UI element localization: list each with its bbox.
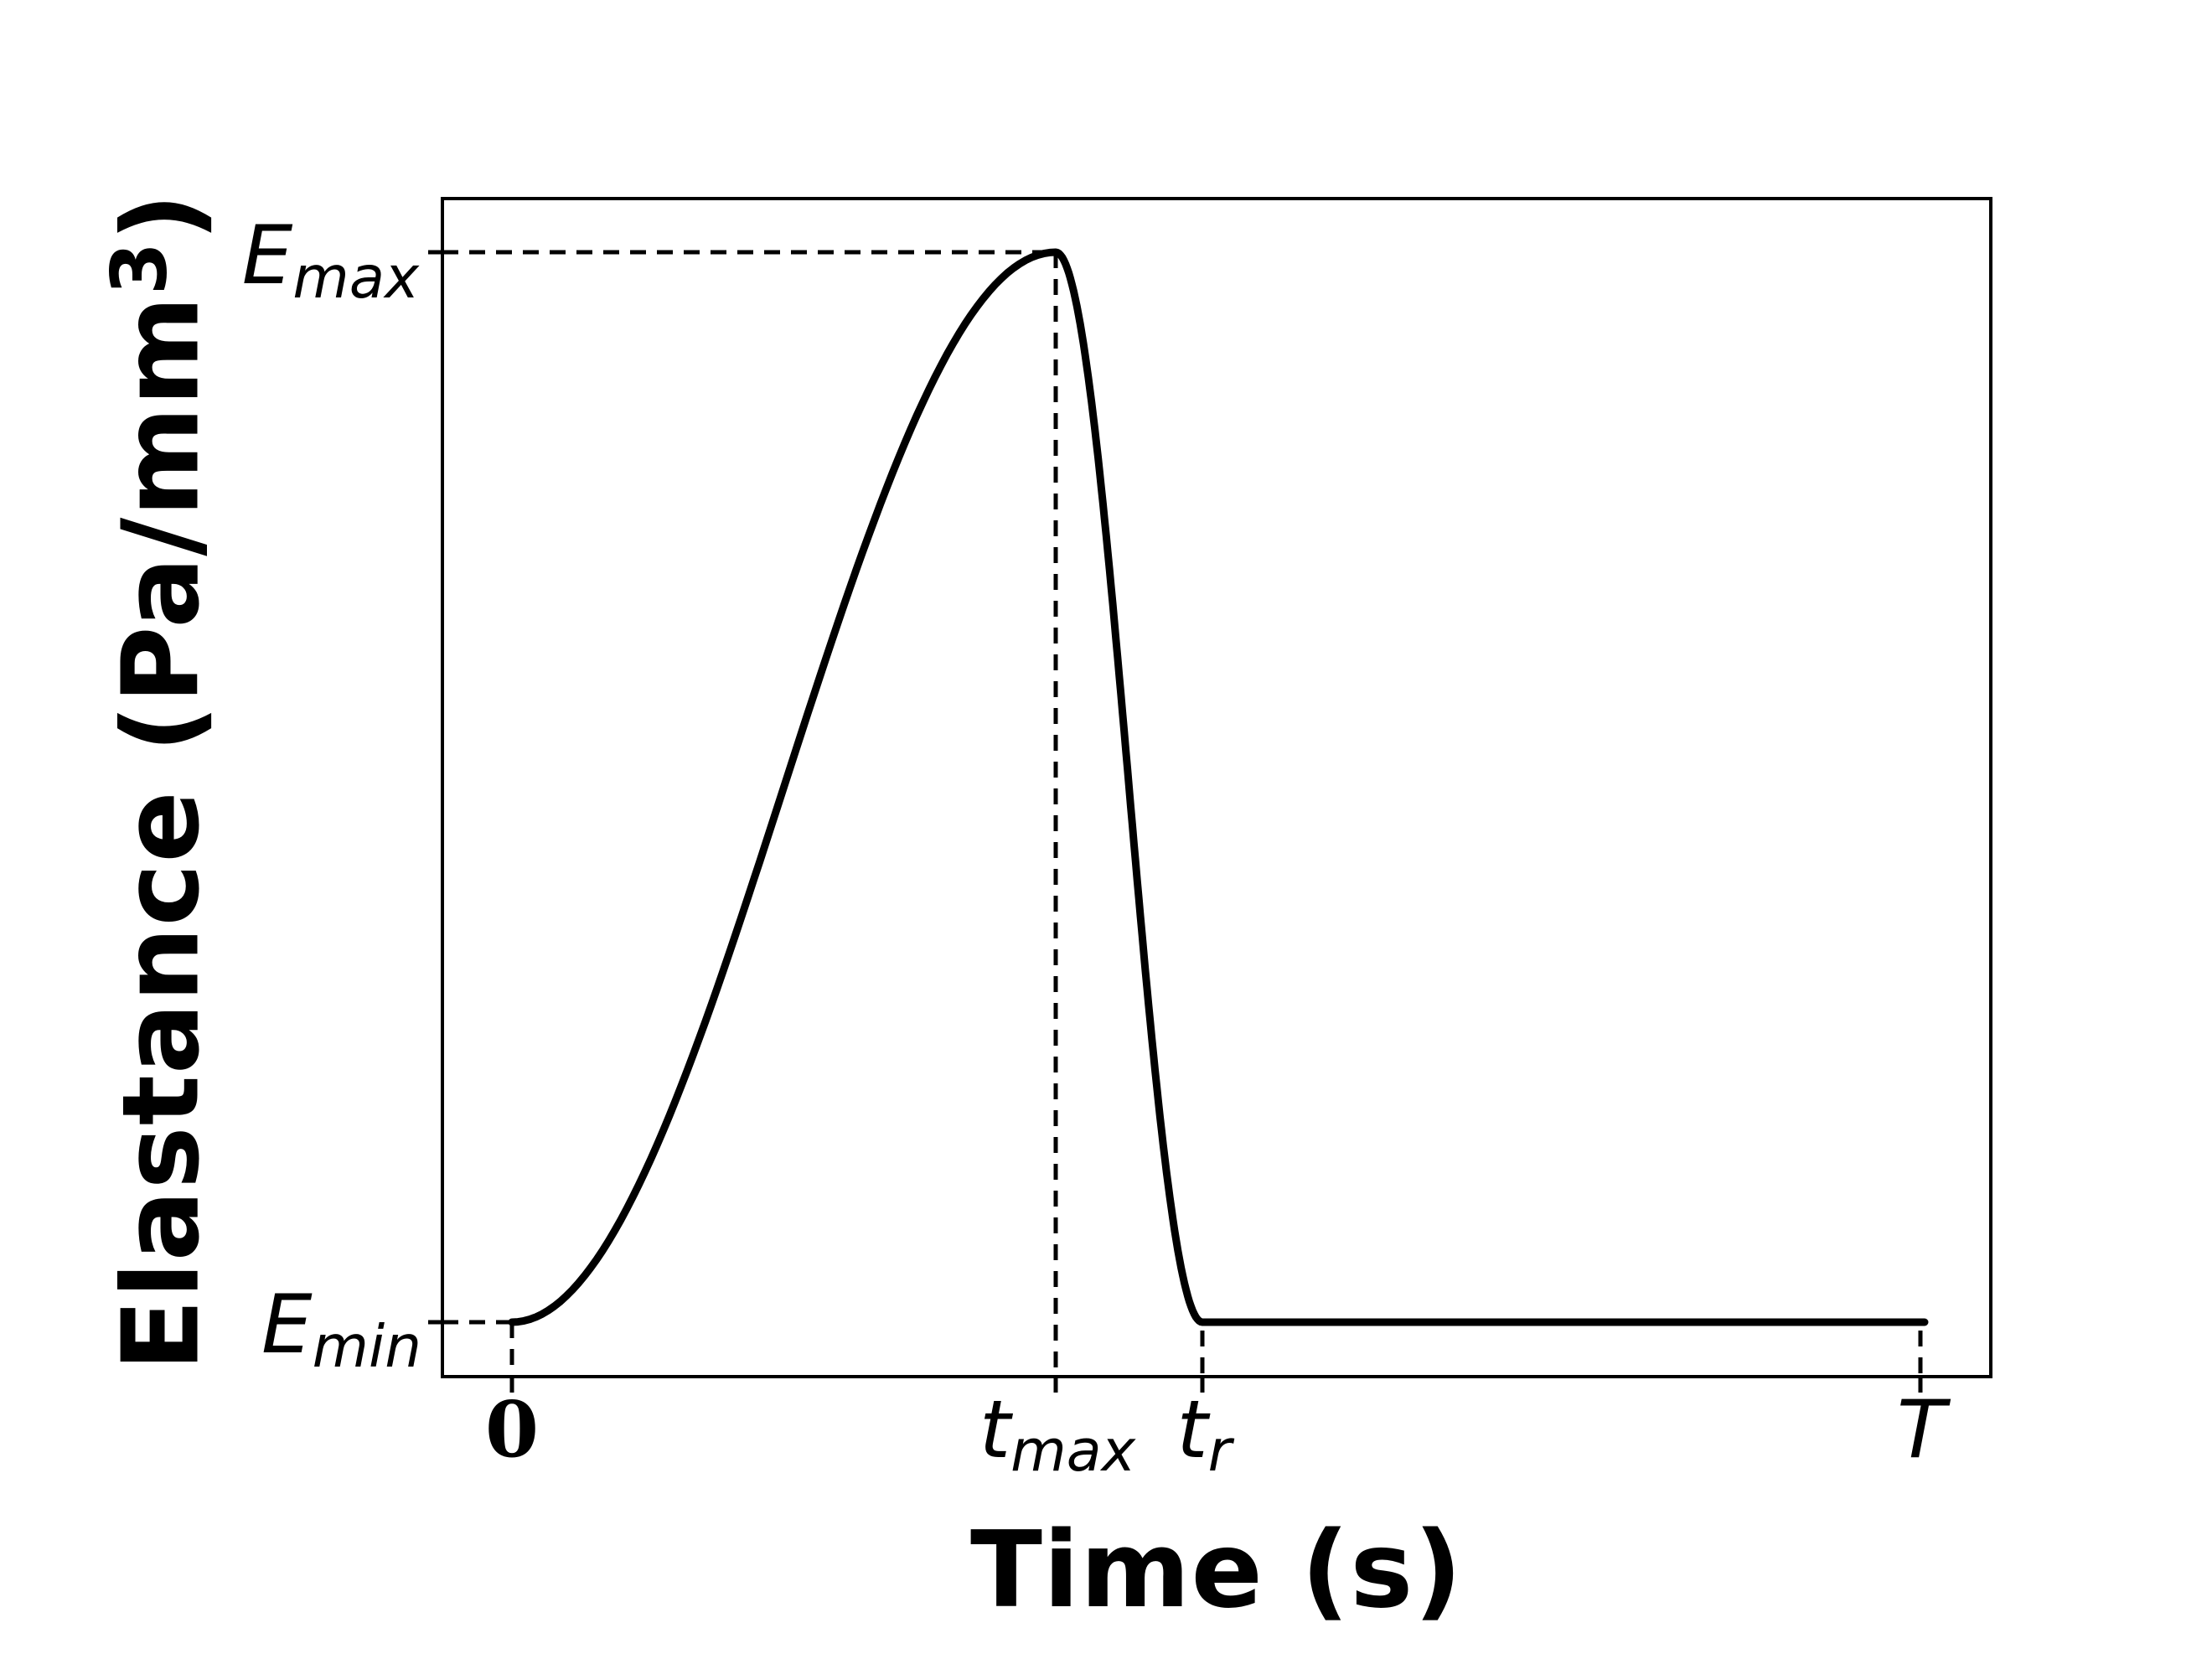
tr-symbol: t: [1176, 1384, 1208, 1476]
x-tick-label-T: T: [1896, 1384, 1946, 1476]
y-tick-label-emax: Emax: [241, 209, 419, 312]
axes-frame: [441, 197, 1992, 1378]
emax-subscript: max: [292, 244, 419, 312]
x-axis-label: Time (s): [970, 1508, 1463, 1631]
tmax-symbol: t: [979, 1384, 1011, 1476]
emin-subscript: min: [312, 1313, 421, 1381]
elastance-curve: [508, 248, 1929, 1326]
tmax-subscript: max: [1010, 1419, 1136, 1486]
y-tick-label-emin: Emin: [261, 1278, 421, 1381]
x-tick-label-zero: 0: [484, 1384, 540, 1475]
tr-subscript: r: [1207, 1419, 1232, 1486]
emin-symbol: E: [261, 1278, 313, 1372]
y-axis-label-text: Elastance (Pa/mm: [99, 295, 223, 1372]
y-axis-label: Elastance (Pa/mm3): [96, 192, 223, 1372]
x-tick-label-tmax: tmax: [979, 1384, 1135, 1485]
y-axis-label-superscript: 3: [96, 241, 184, 296]
emax-symbol: E: [241, 209, 293, 302]
x-tick-label-tr: tr: [1176, 1384, 1231, 1485]
y-axis-label-close-paren: ): [99, 192, 223, 242]
